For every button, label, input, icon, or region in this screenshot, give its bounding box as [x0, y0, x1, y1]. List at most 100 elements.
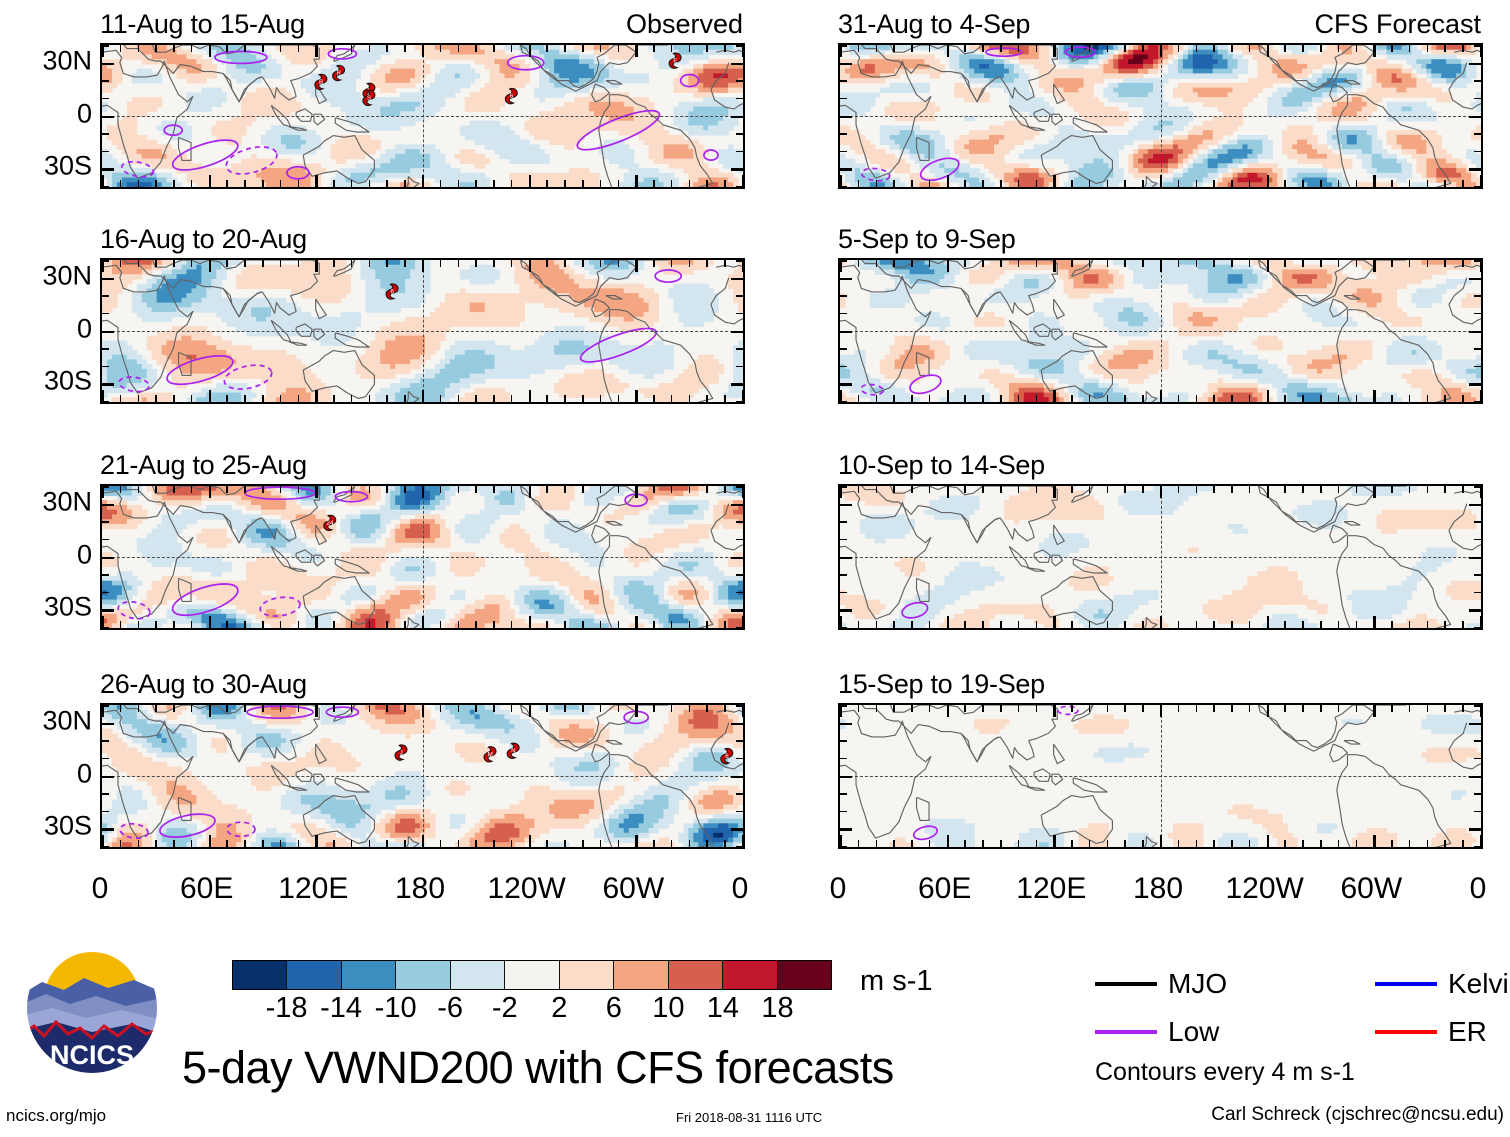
tick-lon — [1480, 486, 1481, 498]
tick-lon — [1071, 621, 1073, 628]
tick-lon — [1213, 621, 1215, 628]
tick-lon — [439, 45, 442, 52]
legend-item-low[interactable]: Low — [1095, 1016, 1219, 1048]
tick-lon — [368, 486, 371, 493]
tick-lon — [1444, 705, 1447, 712]
tick-lon — [1231, 486, 1233, 493]
tick-lon — [226, 705, 229, 712]
tick-lon — [1000, 180, 1002, 187]
anomaly-field-R3 — [840, 705, 1481, 847]
tick-lat — [840, 828, 852, 831]
tick-lon — [1088, 621, 1091, 628]
tick-lat — [1474, 97, 1481, 100]
tick-lon — [706, 395, 709, 402]
tick-lon — [208, 390, 211, 402]
tick-lon — [599, 840, 602, 847]
tick-lon — [119, 705, 122, 712]
tick-lon — [1373, 260, 1376, 272]
tick-lon — [1444, 395, 1447, 402]
tick-lon — [893, 621, 895, 628]
tick-lon — [244, 45, 246, 52]
tick-lon — [1160, 390, 1163, 402]
x-axis-label-left-4: 120W — [487, 872, 566, 905]
tick-lon — [333, 486, 335, 493]
tick-lon — [1142, 486, 1144, 493]
legend-item-mjo[interactable]: MJO — [1095, 968, 1227, 1000]
tick-lon — [137, 395, 140, 402]
tick-lon — [875, 486, 878, 493]
tick-lat — [840, 574, 847, 576]
tick-lon — [404, 486, 406, 493]
tick-lat — [840, 503, 852, 506]
tick-lon — [386, 45, 389, 52]
tick-lon — [208, 616, 211, 628]
tick-lat — [102, 591, 109, 594]
tick-lon — [155, 180, 157, 187]
column-header-cfs-forecast: CFS Forecast — [1314, 9, 1481, 39]
tick-lon — [1000, 395, 1002, 402]
tick-lat — [1474, 574, 1481, 576]
y-axis-label-2: 30S — [43, 150, 92, 181]
x-axis-label-right-6: 0 — [1469, 872, 1487, 905]
tick-lon — [190, 621, 193, 628]
tick-lon — [1408, 705, 1411, 712]
tick-lon — [190, 840, 193, 847]
tick-lon — [1337, 486, 1340, 493]
tick-lon — [724, 621, 726, 628]
map-plot-area-L1: 6 — [100, 258, 745, 404]
footer-author-contact[interactable]: Carl Schreck (cjschrec@ncsu.edu) — [1211, 1104, 1504, 1125]
tick-lon — [1106, 840, 1109, 847]
tick-lon — [564, 705, 566, 712]
tick-lon — [1320, 621, 1322, 628]
tick-lon — [510, 45, 513, 52]
tick-lon — [510, 395, 513, 402]
tick-lon — [1302, 486, 1304, 493]
ncics-logo[interactable]: NCICS — [22, 938, 162, 1078]
tick-lon — [1071, 705, 1073, 712]
tick-lon — [475, 260, 477, 267]
tick-lon — [1426, 260, 1429, 267]
tick-lon — [1426, 486, 1429, 493]
tick-lon — [297, 621, 300, 628]
legend-item-er[interactable]: ER — [1375, 1016, 1487, 1048]
tick-lat — [1474, 312, 1481, 315]
tick-lon — [1284, 180, 1287, 187]
tick-lon — [724, 260, 726, 267]
legend-item-kelvin-x2[interactable]: Kelvin x2 — [1375, 968, 1510, 1000]
tick-lon — [404, 395, 406, 402]
tick-lon — [1426, 705, 1429, 712]
tick-lon — [635, 705, 638, 717]
tick-lon — [510, 486, 513, 493]
tick-lon — [244, 486, 246, 493]
tick-lon — [173, 395, 175, 402]
tick-lon — [564, 486, 566, 493]
tick-lon — [1337, 180, 1340, 187]
figure-main-title: 5-day VWND200 with CFS forecasts — [182, 1042, 894, 1093]
tick-lon — [279, 705, 282, 712]
tick-lon — [386, 395, 389, 402]
tick-lat — [1469, 168, 1481, 171]
tick-lon — [946, 260, 949, 272]
y-axis-label-2: 30S — [43, 591, 92, 622]
footer-website-link[interactable]: ncics.org/mjo — [6, 1106, 107, 1125]
tick-lat — [736, 312, 743, 315]
svg-text:R: R — [337, 70, 342, 77]
panel-title-right-0: 31-Aug to 4-Sep — [838, 9, 1031, 39]
map-panel-L0: 11-Aug to 15-AugObservedBRLS6E — [100, 9, 745, 189]
tick-lon — [1053, 260, 1056, 272]
tick-lat — [840, 757, 847, 760]
tick-lon — [653, 180, 655, 187]
tick-lon — [1355, 395, 1358, 402]
panel-title-right-3: 15-Sep to 19-Sep — [838, 669, 1045, 699]
tick-lon — [333, 180, 335, 187]
legend-line-swatch — [1375, 982, 1437, 986]
tick-lon — [137, 260, 140, 267]
tick-lon — [1053, 45, 1056, 57]
tick-lon — [1355, 705, 1358, 712]
tick-lon — [173, 260, 175, 267]
tick-lon — [1302, 45, 1304, 52]
tick-lat — [840, 150, 847, 153]
tick-lon — [386, 486, 389, 493]
